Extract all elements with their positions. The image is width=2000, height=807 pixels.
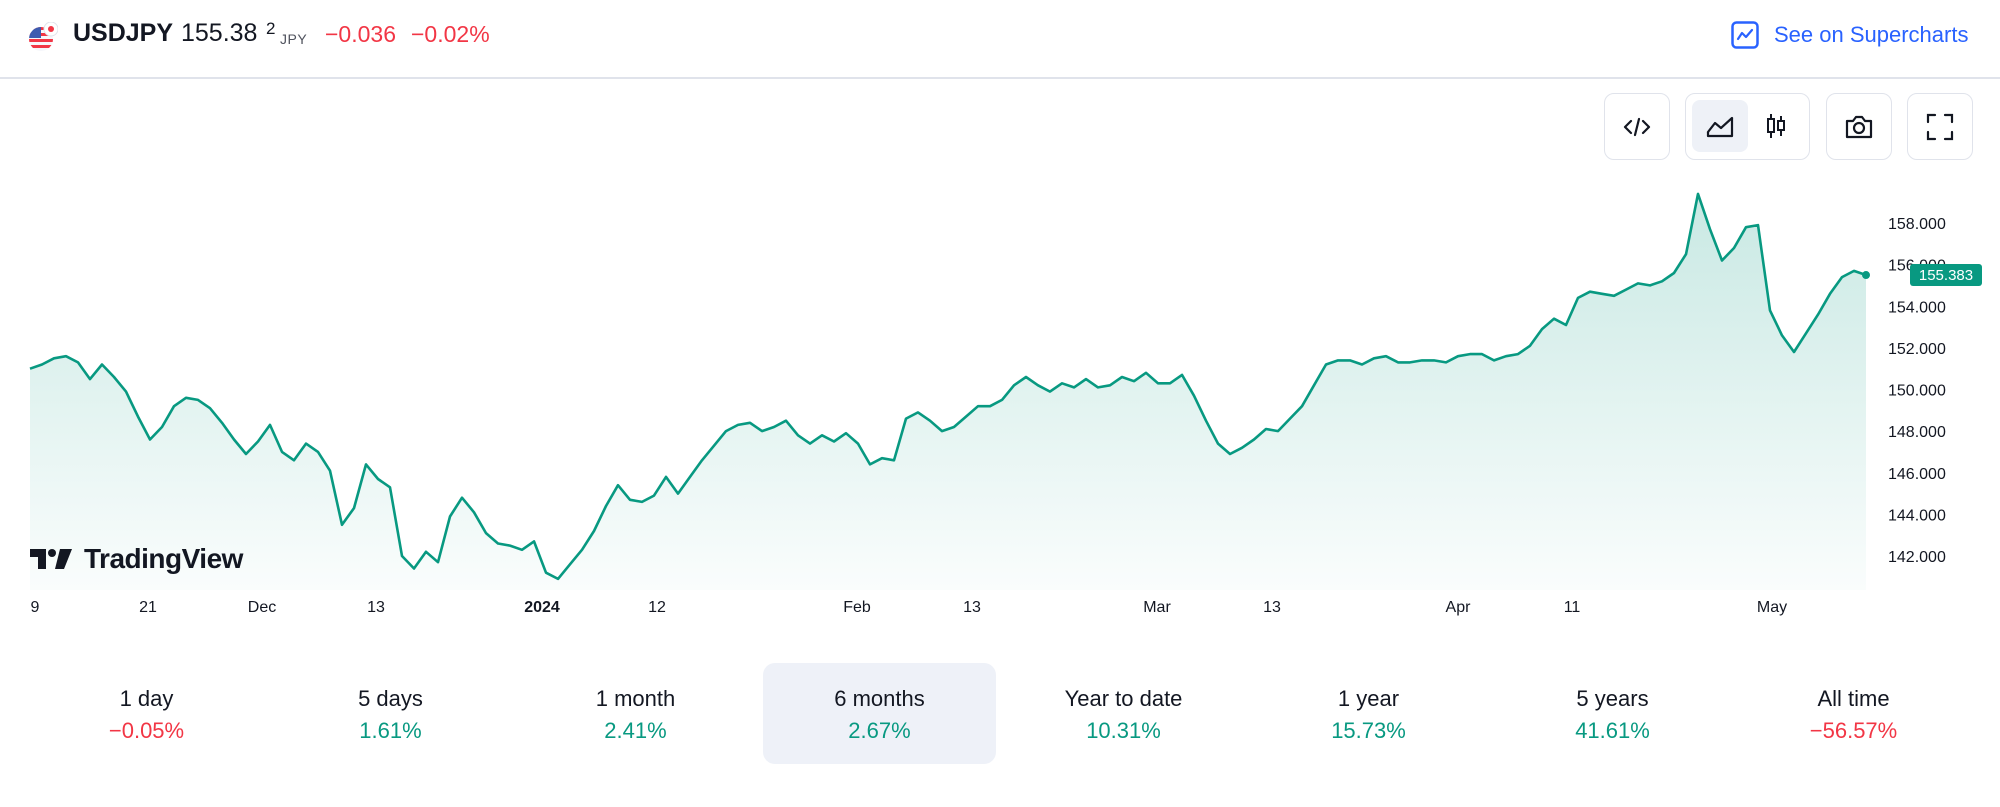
period-label: 1 year (1337, 686, 1400, 711)
y-tick-label: 152.000 (1888, 341, 1946, 358)
period-1-year[interactable]: 1 year 15.73% (1252, 663, 1485, 764)
period-year-to-date[interactable]: Year to date 10.31% (1007, 663, 1240, 764)
x-tick-label: 2024 (524, 599, 560, 616)
price-chart[interactable]: 158.000156.000154.000152.000150.000148.0… (0, 160, 2000, 630)
see-on-supercharts-link[interactable]: See on Supercharts (1730, 18, 1968, 52)
chart-style-group (1685, 93, 1810, 160)
x-tick-label: Apr (1446, 599, 1472, 616)
camera-icon (1845, 115, 1873, 138)
supercharts-icon (1731, 21, 1759, 49)
period-label: 1 month (595, 686, 676, 711)
tradingview-wordmark: TradingView (84, 543, 243, 574)
y-tick-label: 154.000 (1888, 299, 1946, 316)
symbol-name: USDJPY (73, 19, 174, 47)
embed-button[interactable] (1604, 93, 1670, 160)
x-tick-label: 13 (367, 599, 385, 616)
tradingview-logo-icon (30, 549, 72, 569)
y-tick-label: 146.000 (1888, 466, 1946, 483)
price-area-fill (30, 193, 1866, 590)
price-line (29, 192, 1867, 581)
period-change: −0.05% (108, 718, 185, 743)
last-price-label: 155.383 (1910, 264, 1982, 287)
period-label: 6 months (834, 686, 925, 711)
y-tick-label: 142.000 (1888, 549, 1946, 566)
tradingview-watermark: TradingView (30, 543, 243, 575)
currency-label: JPY (280, 31, 308, 47)
y-tick-label: 144.000 (1888, 507, 1946, 524)
x-tick-label: 13 (1263, 599, 1281, 616)
period-label: 5 days (358, 686, 423, 711)
period-label: 5 years (1576, 686, 1649, 711)
code-embed-icon (1623, 117, 1651, 136)
period-all-time[interactable]: All time −56.57% (1737, 663, 1970, 764)
area-chart-icon (1706, 116, 1734, 138)
x-tick-label: May (1757, 599, 1787, 616)
period-change: 1.61% (359, 718, 422, 743)
period-label: All time (1817, 686, 1890, 711)
fullscreen-icon (1926, 113, 1954, 140)
period-selector: 1 day −0.05% 5 days 1.61% 1 month 2.41% … (30, 663, 1970, 764)
snapshot-button[interactable] (1826, 93, 1892, 160)
period-label: 1 day (119, 686, 174, 711)
us-jp-flag-icon (29, 22, 58, 51)
x-tick-label: Feb (843, 599, 871, 616)
period-5-days[interactable]: 5 days 1.61% (274, 663, 507, 764)
period-change: 15.73% (1331, 718, 1406, 743)
last-price-dot (1862, 271, 1870, 280)
x-tick-label: Mar (1143, 599, 1171, 616)
y-tick-label: 148.000 (1888, 424, 1946, 441)
period-6-months[interactable]: 6 months 2.67% (763, 663, 996, 764)
period-change: 10.31% (1086, 718, 1161, 743)
x-tick-label: 9 (31, 599, 40, 616)
period-5-years[interactable]: 5 years 41.61% (1496, 663, 1729, 764)
y-tick-label: 158.000 (1888, 216, 1946, 233)
change-absolute: −0.036 (325, 21, 396, 47)
last-price: 155.38 (181, 19, 258, 47)
period-change: 41.61% (1575, 718, 1650, 743)
see-on-supercharts-label: See on Supercharts (1774, 22, 1969, 47)
fullscreen-button[interactable] (1907, 93, 1973, 160)
x-tick-label: Dec (248, 599, 276, 616)
period-1-month[interactable]: 1 month 2.41% (519, 663, 752, 764)
last-price-fraction: 2 (266, 19, 276, 38)
symbol-header: USDJPY 155.38 2 JPY −0.036 −0.02% See on… (0, 0, 2000, 79)
area-style-button[interactable] (1692, 100, 1748, 152)
period-label: Year to date (1064, 686, 1183, 711)
period-change: 2.67% (848, 718, 911, 743)
last-price-label-text: 155.383 (1919, 267, 1973, 284)
y-tick-label: 150.000 (1888, 383, 1946, 400)
x-tick-label: 11 (1564, 599, 1581, 616)
x-tick-label: 12 (648, 599, 666, 616)
candlestick-icon (1767, 114, 1785, 138)
period-change: 2.41% (604, 718, 667, 743)
change-percent: −0.02% (411, 21, 490, 47)
x-axis: 9 21 Dec 13 2024 12 Feb 13 Mar 13 Apr 11 May (31, 599, 1788, 616)
period-change: −56.57% (1809, 718, 1898, 743)
period-1-day[interactable]: 1 day −0.05% (30, 663, 263, 764)
price-chart-svg: 158.000156.000154.000152.000150.000148.0… (29, 192, 1982, 616)
x-tick-label: 13 (963, 599, 981, 616)
x-tick-label: 21 (139, 599, 157, 616)
candles-style-button[interactable] (1748, 100, 1804, 152)
